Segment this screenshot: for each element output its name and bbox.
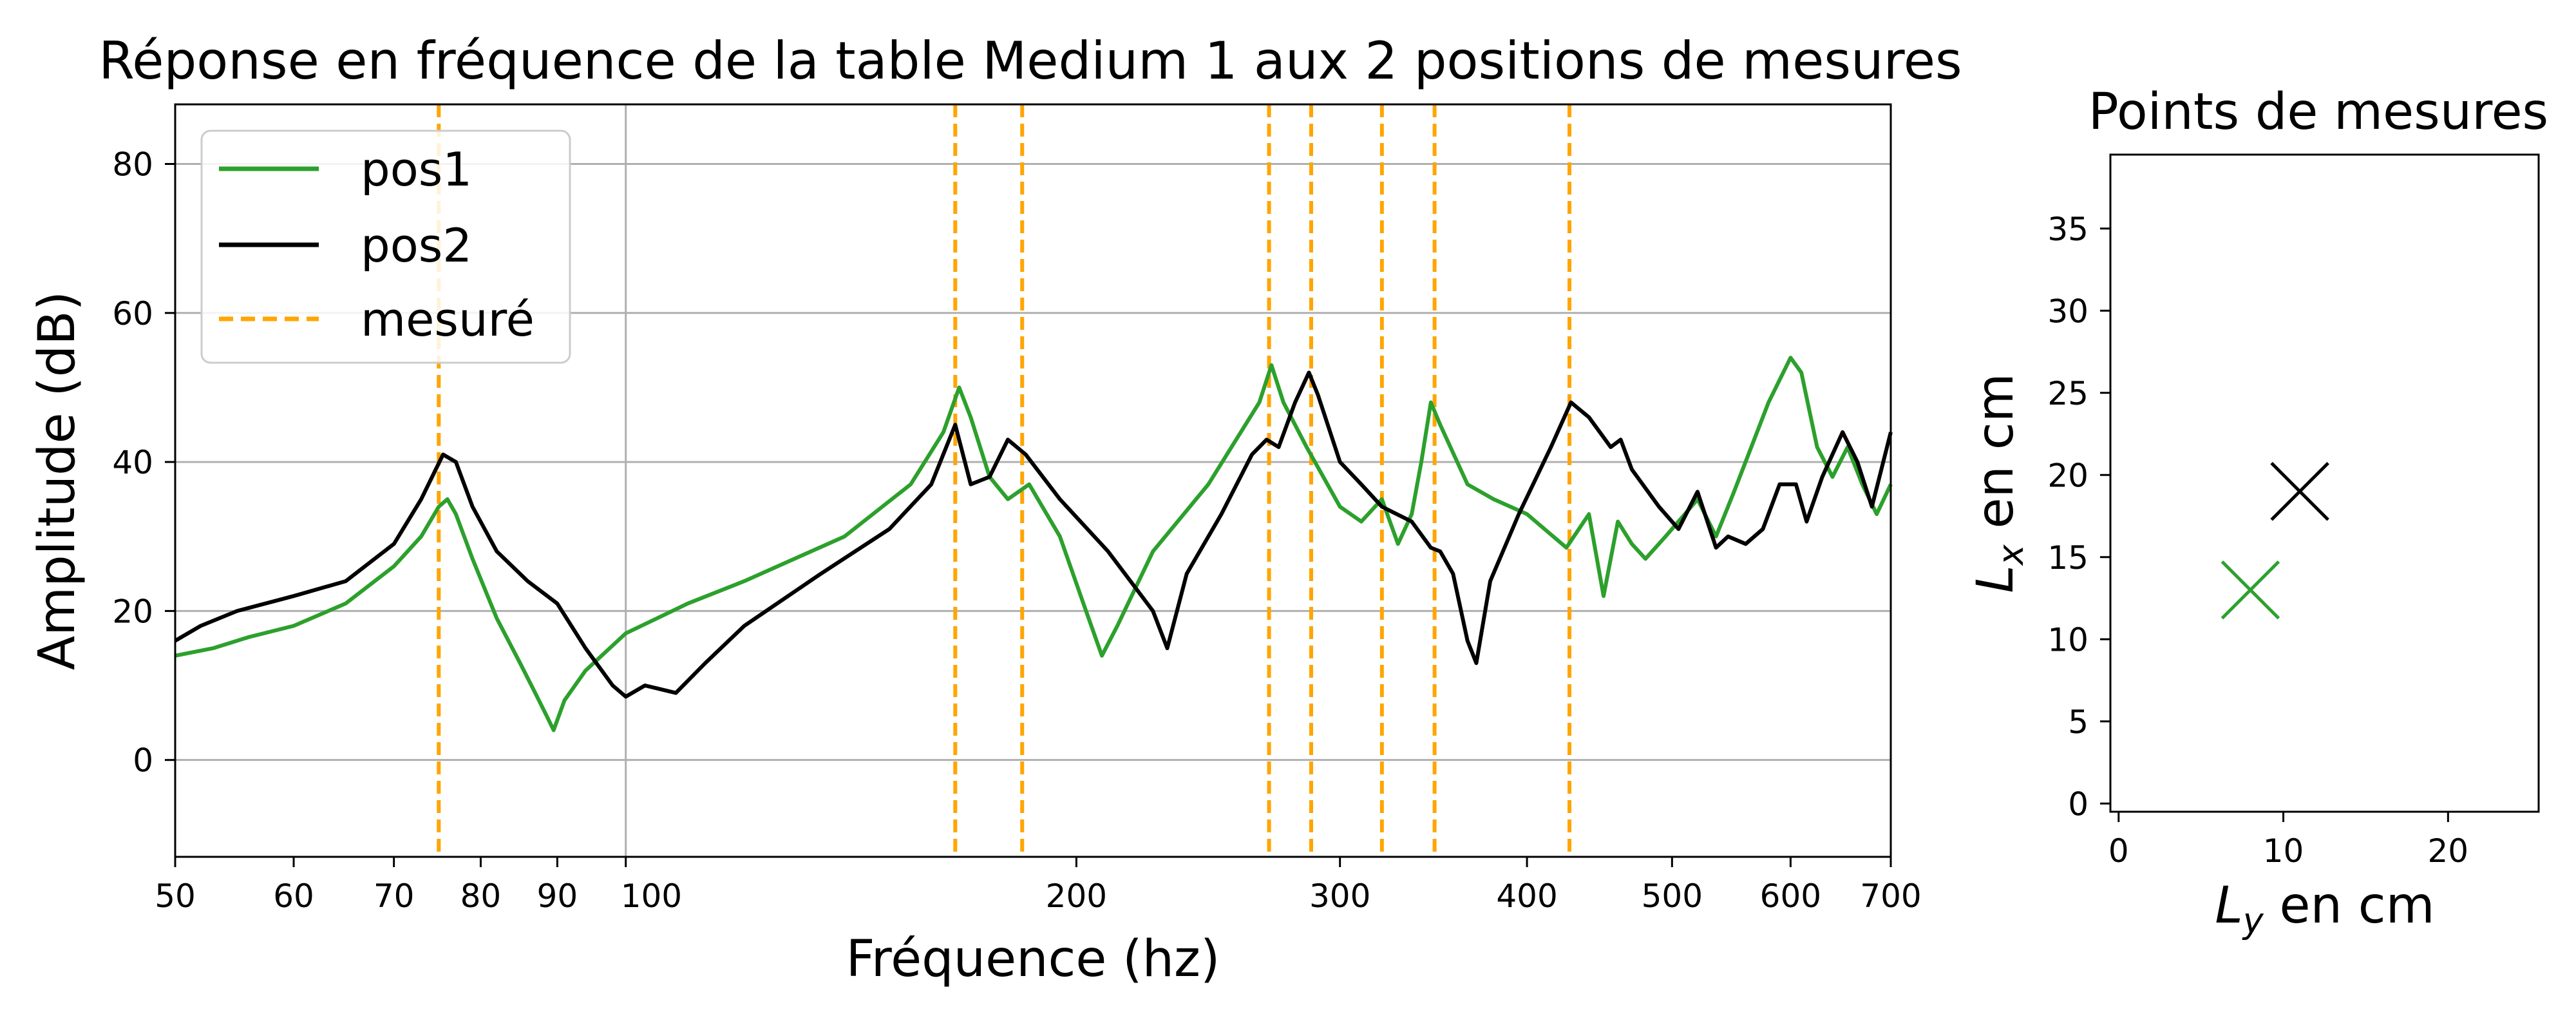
x-tick-label: 50 — [155, 877, 196, 915]
main-y-axis-label: Amplitude (dB) — [28, 291, 86, 670]
position-chart-title: Points de mesures — [2088, 83, 2548, 141]
x-tick-label: 400 — [1496, 877, 1557, 915]
x-tick-label: 0 — [2108, 832, 2129, 870]
x-tick-label: 70 — [374, 877, 415, 915]
x-tick-label: 90 — [537, 877, 578, 915]
legend: pos1 pos2 mesuré — [200, 129, 571, 364]
series-line-pos2 — [174, 370, 1893, 699]
main-x-axis-label: Fréquence (hz) — [846, 930, 1220, 988]
series-line-pos1 — [175, 356, 1893, 732]
x-tick-label: 10 — [2263, 832, 2304, 870]
x-tick-label: 60 — [273, 877, 314, 915]
main-plot-frame — [174, 103, 1892, 858]
x-tick-label: 20 — [2428, 832, 2469, 870]
position-y-ticks: 0 5 10 15 20 25 30 35 — [2047, 211, 2110, 823]
position-x-ticks: 0 10 20 — [2108, 812, 2468, 870]
y-tick-label: 30 — [2047, 292, 2088, 330]
measurement-points — [2221, 461, 2329, 620]
x-tick-label: 300 — [1309, 877, 1370, 915]
position-plot-frame — [2109, 153, 2540, 813]
position-y-axis-label: Lx en cm — [1967, 373, 2031, 593]
x-tick-label: 500 — [1642, 877, 1703, 915]
legend-label-measured: mesuré — [361, 292, 535, 347]
x-tick-label: 80 — [460, 877, 502, 915]
y-tick-label: 80 — [112, 146, 153, 184]
y-tick-label: 0 — [133, 742, 153, 780]
y-tick-label: 40 — [112, 444, 153, 481]
main-chart: Réponse en fréquence de la table Medium … — [28, 31, 1962, 988]
y-tick-label: 15 — [2047, 539, 2088, 577]
legend-label-pos1: pos1 — [361, 142, 472, 196]
y-tick-label: 20 — [112, 593, 153, 630]
y-tick-label: 20 — [2047, 457, 2088, 494]
main-y-ticks: 0 20 40 60 80 — [112, 146, 175, 780]
main-x-ticks: 50 60 70 80 90 100 200 300 400 500 600 700 — [155, 857, 1922, 915]
position-chart: Points de mesures 0 10 20 0 5 10 15 20 25 30 35 L… — [1967, 83, 2548, 941]
main-series — [174, 356, 1893, 732]
x-tick-label: 600 — [1760, 877, 1821, 915]
main-chart-title: Réponse en fréquence de la table Medium … — [99, 31, 1962, 91]
y-tick-label: 10 — [2047, 621, 2088, 658]
y-tick-label: 0 — [2068, 785, 2088, 823]
legend-box — [200, 129, 571, 364]
x-tick-label: 700 — [1860, 877, 1921, 915]
y-tick-label: 35 — [2047, 211, 2088, 248]
measured-lines — [437, 104, 1572, 857]
marker-stroke — [2270, 461, 2329, 521]
legend-label-pos2: pos2 — [361, 218, 472, 273]
marker-stroke — [2221, 560, 2280, 620]
measurement-point-marker — [2221, 560, 2280, 620]
y-tick-label: 25 — [2047, 375, 2088, 412]
measurement-point-marker — [2270, 461, 2329, 521]
y-tick-label: 5 — [2068, 704, 2088, 741]
y-tick-label: 60 — [112, 295, 153, 332]
x-tick-label: 200 — [1046, 877, 1107, 915]
x-tick-label: 100 — [621, 877, 682, 915]
position-x-axis-label: Ly en cm — [2215, 877, 2434, 941]
